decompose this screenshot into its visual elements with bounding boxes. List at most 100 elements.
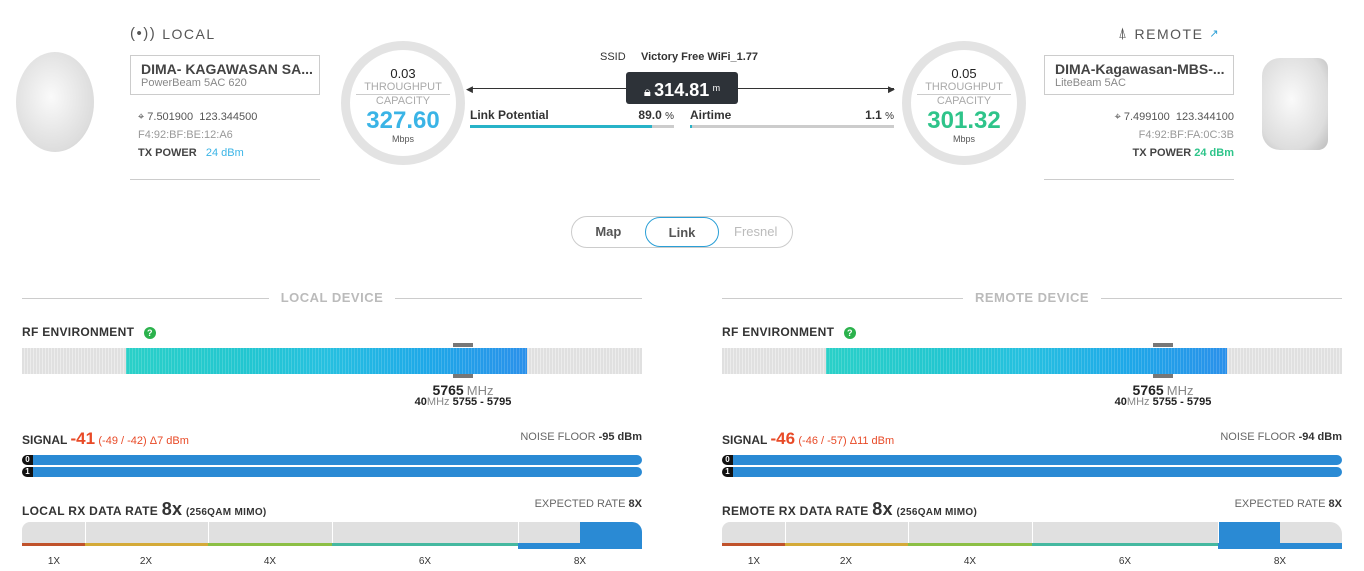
frequency-range: 5755 - 5795 xyxy=(1152,396,1212,408)
remote-lat: 7.499100 xyxy=(1123,111,1170,123)
local-throughput: 0.03 xyxy=(390,66,416,81)
center-frequency: 5765 xyxy=(1132,382,1164,398)
rate-divider xyxy=(85,522,86,546)
remote-lon: 123.344100 xyxy=(1175,111,1234,123)
rate-label-1x: 1X xyxy=(747,556,761,567)
center-frequency: 5765 xyxy=(432,382,464,398)
local-lat: 7.501900 xyxy=(147,111,194,123)
remote-header: ⍋ REMOTE ↗ xyxy=(1118,25,1220,42)
rate-scale-6x xyxy=(332,543,518,546)
rate-label-6x: 6X xyxy=(418,556,432,567)
local-info: ⌖ 7.501900 123.344500 F4:92:BF:BE:12:A6 … xyxy=(138,108,257,162)
rate-label-8x: 8X xyxy=(1273,556,1287,567)
remote-throughput: 0.05 xyxy=(951,66,977,81)
chain-signal-bar xyxy=(33,467,642,477)
unit: Mbps xyxy=(952,134,975,144)
remote-info: ⌖ 7.499100 123.344100 F4:92:BF:FA:0C:3B … xyxy=(1044,108,1234,162)
tower-icon: ⍋ xyxy=(1118,25,1129,42)
local-name-box[interactable]: DIMA- KAGAWASAN SA... PowerBeam 5AC 620 xyxy=(130,55,320,95)
local-title: LOCAL xyxy=(162,25,216,42)
rf-label: RF ENVIRONMENT xyxy=(22,325,135,339)
rf-environment-label: RF ENVIRONMENT ? xyxy=(22,325,156,339)
rate-divider xyxy=(785,522,786,546)
throughput-label: THROUGHPUT xyxy=(356,81,450,95)
remote-device-model: LiteBeam 5AC xyxy=(1055,77,1126,89)
help-icon[interactable]: ? xyxy=(843,327,856,339)
local-device-name: DIMA- KAGAWASAN SA... xyxy=(141,61,313,77)
rate-fill xyxy=(580,522,642,543)
section-title: LOCAL DEVICE xyxy=(268,290,396,305)
rate-modulation: (256QAM MIMO) xyxy=(185,507,267,518)
remote-device-image xyxy=(1262,58,1328,150)
channel-marker-bottom xyxy=(453,374,473,378)
noise-value: -95 dBm xyxy=(598,431,642,443)
airtime: Airtime 1.1 % xyxy=(690,108,894,122)
chain-number: 1 xyxy=(722,467,733,477)
chain-0: 0 xyxy=(722,455,1342,465)
rate-label-2x: 2X xyxy=(839,556,853,567)
channel-marker-top xyxy=(1153,343,1173,347)
noise-floor: NOISE FLOOR -95 dBm xyxy=(520,431,642,443)
rf-spectrum-active xyxy=(126,348,527,374)
rate-scale-2x xyxy=(85,543,208,546)
remote-mac: F4:92:BF:FA:0C:3B xyxy=(1138,129,1234,141)
rate-label: REMOTE RX DATA RATE xyxy=(722,504,869,518)
noise-value: -94 dBm xyxy=(1298,431,1342,443)
remote-name-box[interactable]: DIMA-Kagawasan-MBS-... LiteBeam 5AC xyxy=(1044,55,1234,95)
channel-width: 40 xyxy=(1114,396,1127,408)
rate-scale-8x xyxy=(1218,543,1342,549)
remote-device-panel: REMOTE DEVICE RF ENVIRONMENT ? 5765 MHz … xyxy=(722,0,1342,571)
view-tabs: Map Link Fresnel xyxy=(571,216,793,248)
signal-detail: (-49 / -42) Δ7 dBm xyxy=(98,435,189,447)
arrow-right-icon: ▶ xyxy=(888,84,895,94)
airtime-bar xyxy=(690,125,894,128)
link-potential-value: 89.0 xyxy=(638,108,662,122)
chain-signal-bar xyxy=(33,455,642,465)
chain-0: 0 xyxy=(22,455,642,465)
ssid: SSID Victory Free WiFi_1.77 xyxy=(600,51,758,63)
tab-link[interactable]: Link xyxy=(644,217,720,247)
local-device-model: PowerBeam 5AC 620 xyxy=(141,77,247,89)
rate-scale-8x xyxy=(518,543,642,549)
channel-marker-top xyxy=(453,343,473,347)
section-title: REMOTE DEVICE xyxy=(962,290,1102,305)
local-capacity-gauge: 0.03 THROUGHPUT CAPACITY 327.60 Mbps xyxy=(341,41,465,165)
rate-scale-1x xyxy=(722,543,785,546)
help-icon[interactable]: ? xyxy=(143,327,156,339)
chain-number: 1 xyxy=(22,467,33,477)
rate-divider xyxy=(908,522,909,546)
noise-floor: NOISE FLOOR -94 dBm xyxy=(1220,431,1342,443)
noise-label: NOISE FLOOR xyxy=(1220,431,1296,443)
throughput-label: THROUGHPUT xyxy=(917,81,1011,95)
chain-signal-bar xyxy=(733,467,1342,477)
rate-label-4x: 4X xyxy=(263,556,277,567)
lock-icon: 🔒︎ xyxy=(643,84,651,99)
rate-label-2x: 2X xyxy=(139,556,153,567)
rate-label-1x: 1X xyxy=(47,556,61,567)
rate-divider xyxy=(518,522,519,546)
remote-title: REMOTE xyxy=(1134,25,1204,42)
rate-scale-6x xyxy=(1032,543,1218,546)
external-link-icon[interactable]: ↗ xyxy=(1209,28,1221,40)
antenna-signal-icon: (•)) xyxy=(130,25,157,42)
local-device-panel: LOCAL DEVICE RF ENVIRONMENT ? 5765 MHz 4… xyxy=(22,0,642,571)
chain-signal-bar xyxy=(733,455,1342,465)
rx-data-rate: LOCAL RX DATA RATE 8x (256QAM MIMO) xyxy=(22,499,267,520)
rf-spectrum-active xyxy=(826,348,1227,374)
link-potential-label: Link Potential xyxy=(470,108,549,122)
tab-fresnel[interactable]: Fresnel xyxy=(734,224,778,239)
divider xyxy=(1044,179,1234,180)
signal-label: SIGNAL xyxy=(722,433,768,447)
frequency-range: 5755 - 5795 xyxy=(452,396,512,408)
location-pin-icon: ⌖ xyxy=(1114,111,1121,123)
local-lon: 123.344500 xyxy=(199,111,258,123)
mhz: MHz xyxy=(1166,383,1194,398)
capacity-label: CAPACITY xyxy=(936,95,992,107)
tab-map[interactable]: Map xyxy=(595,224,622,239)
chain-number: 0 xyxy=(22,455,33,465)
rate-scale-1x xyxy=(22,543,85,546)
distance-value: 314.81 xyxy=(654,80,710,100)
link-potential-bar xyxy=(470,125,674,128)
rate-scale-4x xyxy=(208,543,332,546)
airtime-value: 1.1 xyxy=(865,108,882,122)
